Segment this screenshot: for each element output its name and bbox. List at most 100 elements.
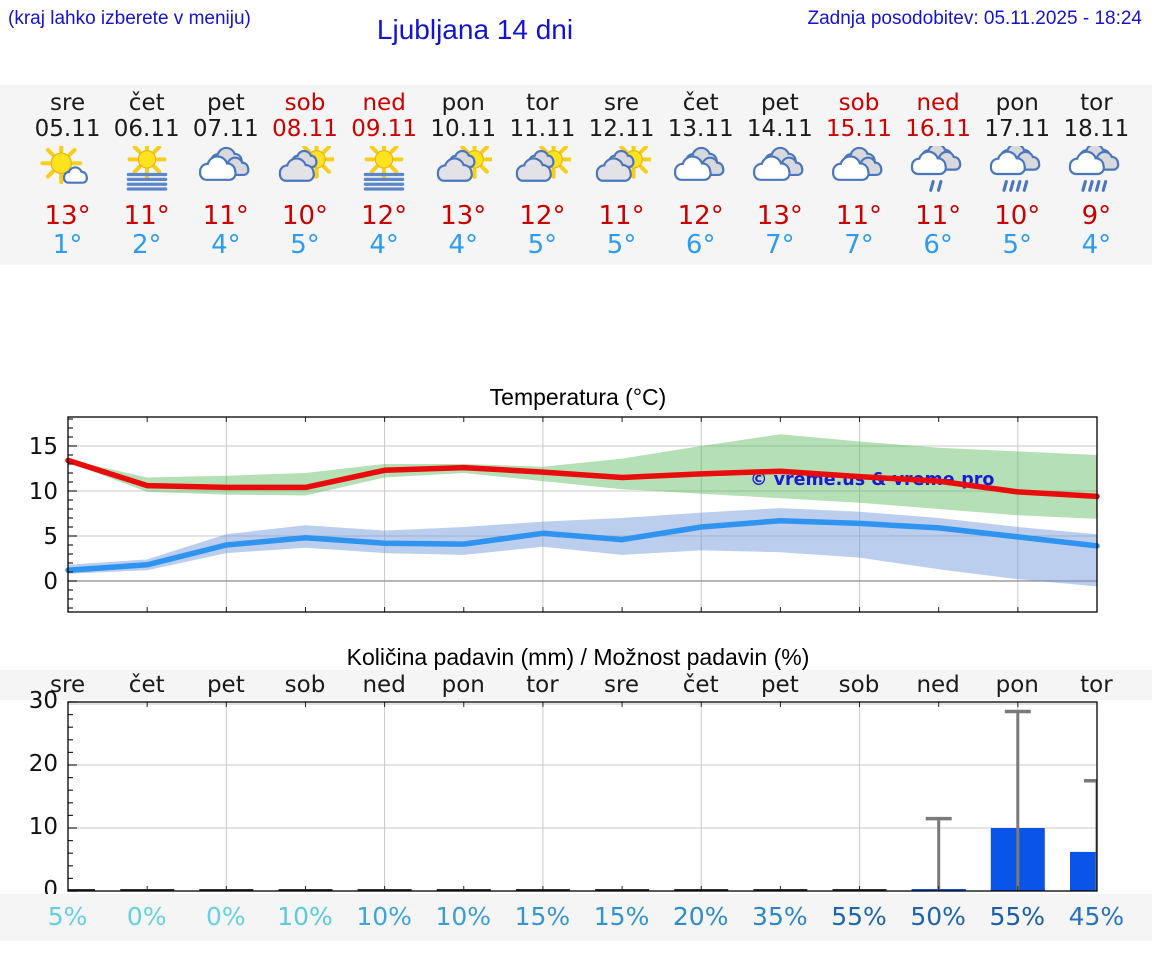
low-temp: 5° — [606, 230, 637, 260]
low-temp: 7° — [765, 230, 795, 260]
precip-probability: 15% — [514, 902, 571, 931]
day-date: 05.11 — [34, 116, 101, 142]
day-date: 18.11 — [1063, 116, 1130, 142]
precip-probability: 35% — [752, 902, 808, 931]
rain-4-icon — [978, 142, 1057, 200]
day-name: sre — [50, 90, 86, 116]
high-temp: 10° — [994, 201, 1041, 231]
forecast-day-columns: sre 05.11 13° 1° čet 06.11 11° 2° pet 07… — [28, 85, 1136, 265]
day-column[interactable]: pet 14.11 13° 7° — [740, 85, 819, 265]
day-column[interactable]: pon 10.11 13° 4° — [424, 85, 503, 265]
high-temp: 11° — [202, 201, 249, 231]
precip-probability: 50% — [910, 902, 966, 931]
cloud-sun-icon — [503, 139, 582, 200]
high-temp: 11° — [123, 201, 170, 231]
precip-day-label: tor — [526, 672, 559, 698]
day-date: 13.11 — [667, 116, 734, 142]
precipitation-chart: 0 10 20 30 — [29, 688, 1098, 894]
day-column[interactable]: čet 06.11 11° 2° — [107, 85, 186, 265]
sun-small-cloud-icon — [28, 142, 107, 200]
low-temp: 1° — [52, 230, 83, 260]
day-column[interactable]: pon 17.11 10° 5° — [978, 85, 1057, 265]
precip-day-label: tor — [1080, 672, 1113, 698]
precip-day-row-background — [0, 670, 1152, 700]
precip-day-label: čet — [128, 672, 165, 698]
day-date: 17.11 — [984, 116, 1051, 142]
svg-text:20: 20 — [29, 751, 58, 777]
day-date: 06.11 — [113, 116, 180, 142]
day-column[interactable]: sre 12.11 11° 5° — [582, 85, 661, 265]
low-temp: 4° — [448, 230, 479, 260]
high-temp: 12° — [361, 201, 408, 231]
day-name: sob — [838, 90, 880, 116]
day-name: tor — [526, 90, 559, 116]
low-temp: 6° — [923, 230, 953, 260]
sun-fog-icon — [345, 139, 424, 200]
last-updated: Zadnja posodobitev: 05.11.2025 - 18:24 — [807, 8, 1142, 29]
day-date: 11.11 — [509, 116, 576, 142]
precip-day-label: pet — [760, 672, 799, 698]
day-name: ned — [916, 90, 960, 116]
low-temp: 4° — [369, 230, 399, 260]
day-date: 12.11 — [588, 116, 655, 142]
day-name: sob — [284, 90, 326, 116]
location-note: (kraj lahko izberete v meniju) — [8, 8, 251, 29]
svg-text:30: 30 — [29, 688, 58, 714]
day-date: 15.11 — [826, 116, 892, 142]
day-column[interactable]: sre 05.11 13° 1° — [28, 85, 107, 265]
precip-day-label: pon — [995, 672, 1039, 698]
low-temp: 5° — [1002, 230, 1033, 260]
day-column[interactable]: tor 18.11 9° 4° — [1057, 85, 1136, 265]
low-temp: 5° — [527, 230, 558, 260]
day-column[interactable]: tor 11.11 12° 5° — [503, 85, 582, 265]
day-date: 16.11 — [905, 116, 972, 142]
day-name: čet — [128, 90, 165, 116]
precip-probability: 20% — [672, 902, 729, 931]
high-temp: 11° — [915, 201, 962, 231]
cloudy-icon — [186, 146, 265, 200]
day-column[interactable]: ned 16.11 11° 6° — [899, 85, 978, 265]
precip-day-label: sob — [284, 672, 326, 698]
precip-day-label: pon — [441, 672, 485, 698]
day-name: pet — [206, 90, 245, 116]
day-name: čet — [682, 90, 719, 116]
day-name: pon — [441, 90, 485, 116]
svg-text:15: 15 — [29, 434, 58, 460]
precip-probability: 10% — [435, 902, 492, 931]
high-temp: 12° — [519, 201, 566, 231]
precip-probability: 55% — [989, 902, 1046, 931]
day-column[interactable]: sob 08.11 10° 5° — [265, 85, 344, 265]
svg-text:5: 5 — [43, 524, 58, 550]
precip-probability: 10% — [277, 902, 333, 931]
high-temp: 11° — [598, 201, 645, 231]
low-temp: 2° — [131, 230, 162, 260]
precip-day-label: sre — [604, 672, 640, 698]
day-column[interactable]: ned 09.11 12° 4° — [345, 85, 424, 265]
day-column[interactable]: sob 15.11 11° 7° — [819, 85, 898, 265]
low-temp: 4° — [1081, 230, 1112, 260]
precip-probability-row: 5% 0% 0% 10% 10% 10% 15% 15% 20% 35% 55% 50% 55% 45% — [28, 894, 1136, 941]
cloudy-icon — [740, 146, 819, 200]
rain-4-icon — [1057, 142, 1136, 200]
precip-probability: 5% — [47, 902, 88, 931]
high-temp: 10° — [281, 201, 329, 231]
precip-day-label: pet — [206, 672, 245, 698]
high-temp: 13° — [440, 201, 487, 231]
precipitation-chart-title: Količina padavin (mm) / Možnost padavin … — [346, 644, 810, 670]
day-date: 07.11 — [192, 116, 259, 142]
high-temp: 13° — [756, 201, 803, 231]
rain-2-icon — [899, 142, 978, 200]
day-column[interactable]: pet 07.11 11° 4° — [186, 85, 265, 265]
high-temp: 12° — [677, 201, 724, 231]
page-title: Ljubljana 14 dni — [376, 14, 574, 45]
precip-probability: 45% — [1068, 902, 1125, 931]
precip-probability: 15% — [593, 902, 650, 931]
forecast-strip-background — [0, 85, 1152, 265]
cloudy-icon — [819, 146, 898, 200]
high-temp: 9° — [1081, 201, 1112, 231]
day-column[interactable]: čet 13.11 12° 6° — [661, 85, 740, 265]
precip-probability: 0% — [206, 902, 246, 931]
day-date: 09.11 — [351, 116, 418, 142]
